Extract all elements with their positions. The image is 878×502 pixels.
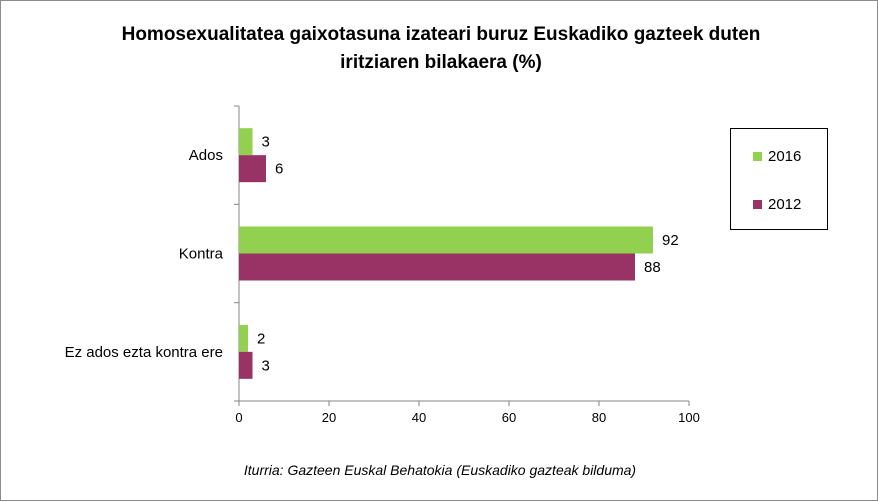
bar-2012	[239, 351, 253, 379]
chart-title-line-1: Homosexualitatea gaixotasuna izateari bu…	[121, 24, 761, 45]
data-label-2016: 3	[262, 134, 270, 151]
category-label: Ez ados ezta kontra ere	[65, 344, 223, 361]
legend-label-2016: 2016	[768, 147, 802, 165]
bar-2016	[239, 324, 248, 352]
legend-label-2012: 2012	[768, 195, 802, 213]
x-tick-label: 40	[412, 410, 426, 425]
bar-2012	[239, 155, 266, 183]
data-label-2012: 88	[644, 259, 661, 276]
chart-title: Homosexualitatea gaixotasuna izateari bu…	[61, 21, 821, 77]
data-label-2012: 3	[262, 357, 270, 374]
x-tick-label: 80	[592, 410, 606, 425]
legend-item-2012: 2012	[753, 195, 802, 213]
bar-2012	[239, 253, 635, 281]
bar-2016	[239, 128, 253, 156]
x-tick-label: 100	[678, 410, 700, 425]
x-tick-label: 60	[502, 410, 516, 425]
bar-2016	[239, 226, 653, 254]
chart-title-line-2: iritziaren bilakaera (%)	[340, 52, 542, 73]
data-label-2016: 2	[257, 330, 265, 347]
legend: 2016 2012	[730, 128, 828, 230]
x-tick-label: 0	[235, 410, 242, 425]
data-label-2012: 6	[275, 161, 283, 178]
chart-source: Iturria: Gazteen Euskal Behatokia (Euska…	[243, 462, 637, 478]
category-label: Kontra	[179, 246, 224, 263]
data-label-2016: 92	[662, 232, 679, 249]
legend-swatch-2012	[753, 199, 762, 209]
x-tick-label: 20	[322, 410, 336, 425]
legend-item-2016: 2016	[753, 147, 802, 165]
legend-swatch-2016	[753, 151, 762, 161]
category-label: Ados	[189, 147, 223, 164]
